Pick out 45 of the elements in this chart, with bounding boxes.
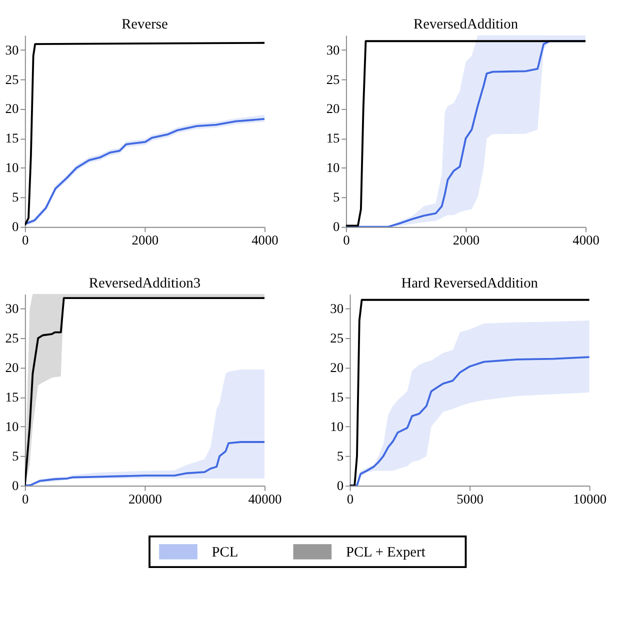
chart-title: Reverse <box>122 16 168 32</box>
y-tick-label: 30 <box>326 42 340 58</box>
y-tick-label: 5 <box>12 190 19 205</box>
y-tick-label: 15 <box>330 389 344 404</box>
y-tick-label: 10 <box>5 418 19 434</box>
y-tick-label: 30 <box>5 42 19 58</box>
legend-label: PCL + Expert <box>346 544 426 561</box>
y-tick-label: 20 <box>5 101 19 116</box>
y-tick-label: 0 <box>336 478 344 493</box>
x-tick-label: 0 <box>346 491 354 506</box>
y-tick-label: 15 <box>5 389 19 404</box>
y-tick-label: 10 <box>330 418 344 434</box>
y-tick-label: 10 <box>326 160 340 176</box>
y-tick-label: 0 <box>12 219 19 234</box>
y-tick-label: 20 <box>330 360 344 375</box>
x-tick-label: 4000 <box>252 232 279 248</box>
x-tick-label: 2000 <box>132 232 159 248</box>
x-tick-label: 5000 <box>456 491 484 506</box>
y-tick-label: 0 <box>333 219 340 234</box>
y-tick-label: 5 <box>336 448 344 464</box>
y-tick-label: 30 <box>330 301 344 316</box>
chart-title: ReversedAddition <box>414 16 518 32</box>
y-tick-label: 30 <box>5 301 19 316</box>
x-tick-label: 2000 <box>452 232 480 248</box>
y-tick-label: 25 <box>330 330 344 346</box>
x-tick-label: 0 <box>22 491 30 506</box>
chart-title: Hard ReversedAddition <box>401 275 538 292</box>
legend-label: PCL <box>212 544 238 561</box>
y-tick-label: 5 <box>12 448 19 464</box>
y-tick-label: 25 <box>5 72 19 87</box>
x-tick-label: 40000 <box>248 491 282 506</box>
y-tick-label: 5 <box>333 190 340 205</box>
y-tick-label: 20 <box>5 360 19 375</box>
y-tick-label: 10 <box>5 160 19 176</box>
x-tick-label: 20000 <box>128 491 162 506</box>
x-tick-label: 4000 <box>572 232 600 248</box>
y-tick-label: 0 <box>12 478 19 493</box>
y-tick-label: 15 <box>5 130 19 146</box>
chart-title: ReversedAddition3 <box>88 275 201 292</box>
x-tick-label: 10000 <box>573 491 607 506</box>
y-tick-label: 25 <box>5 330 19 346</box>
x-tick-label: 0 <box>22 232 30 248</box>
y-tick-label: 25 <box>326 72 340 87</box>
y-tick-label: 20 <box>326 101 340 116</box>
y-tick-label: 15 <box>326 130 340 146</box>
